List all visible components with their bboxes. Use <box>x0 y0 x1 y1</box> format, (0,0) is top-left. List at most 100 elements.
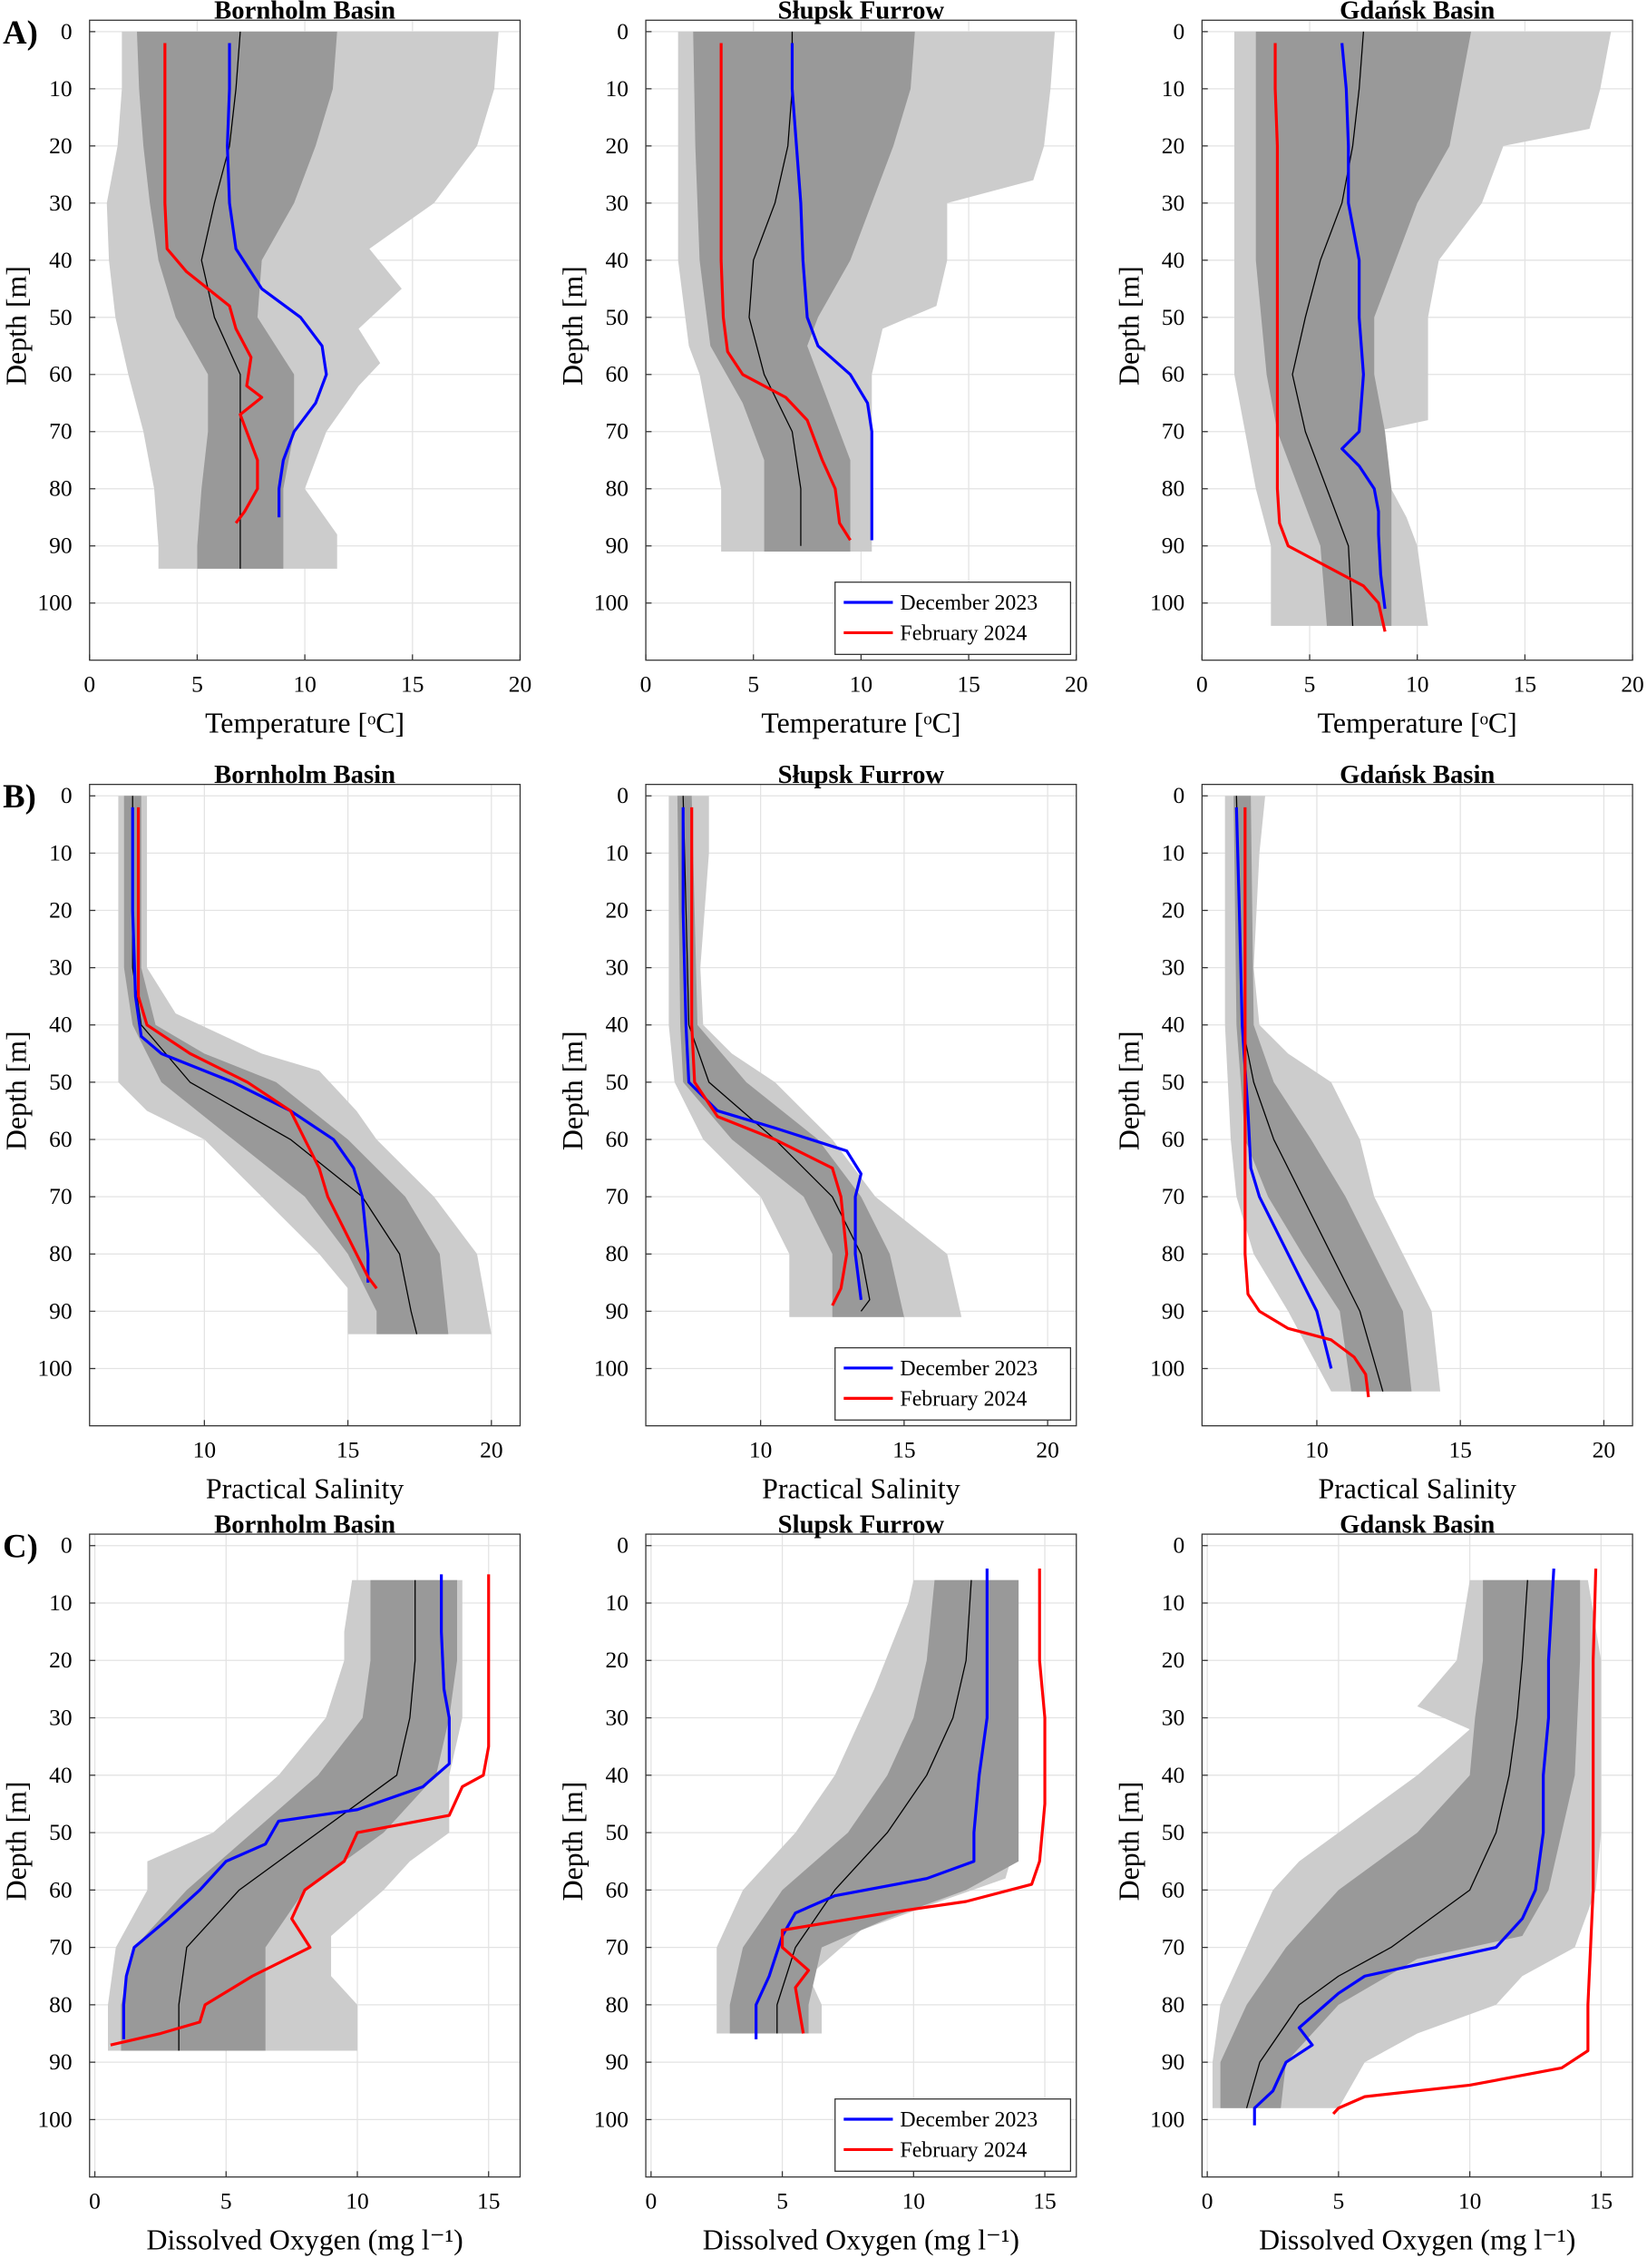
y-tick-label: 40 <box>605 1762 628 1788</box>
x-tick-label: 10 <box>193 1437 216 1463</box>
legend-label: February 2024 <box>900 2138 1027 2162</box>
axes-box <box>1201 1533 1633 2178</box>
y-tick-label: 20 <box>605 1647 628 1673</box>
panel: 0 5 10 15 20 0 10 20 30 40 50 60 70 80 90 100 Słupsk Fur… <box>557 0 1088 738</box>
y-tick-label: 20 <box>49 896 72 923</box>
y-tick-label: 40 <box>1162 1012 1184 1038</box>
x-tick-label: 15 <box>1590 2188 1613 2214</box>
y-tick-label: 100 <box>594 1354 629 1381</box>
axes-box <box>645 19 1077 661</box>
y-tick-label: 80 <box>605 1991 628 2018</box>
plot-content <box>1202 784 1633 1426</box>
legend-label: December 2023 <box>900 2108 1038 2132</box>
x-tick-label: 20 <box>509 671 531 698</box>
panel: 10 15 20 0 10 20 30 40 50 60 70 80 90 100 Bornholm Bas… <box>1 760 521 1504</box>
y-tick-label: 40 <box>605 247 628 273</box>
x-axis-label: Temperature [ᵒC] <box>761 707 960 738</box>
x-tick-label: 10 <box>1406 671 1428 698</box>
x-tick-label: 0 <box>1202 2188 1213 2214</box>
panel-title: Bornholm Basin <box>214 0 395 25</box>
y-tick-label: 90 <box>49 533 72 559</box>
y-tick-label: 80 <box>1162 1240 1184 1266</box>
y-tick-label: 50 <box>1162 1819 1184 1845</box>
y-tick-label: 40 <box>1162 247 1184 273</box>
profile-line <box>755 1569 989 2039</box>
plot-content <box>646 20 1077 660</box>
range-band <box>677 796 904 1317</box>
y-tick-label: 70 <box>605 1183 628 1209</box>
x-tick-label: 15 <box>957 671 979 698</box>
plot-content <box>1202 1534 1633 2177</box>
y-tick-label: 80 <box>49 1240 72 1266</box>
y-tick-label: 30 <box>1162 190 1184 216</box>
x-tick-label: 15 <box>336 1437 359 1463</box>
x-axis-label: Dissolved Oxygen (mg l⁻¹) <box>703 2224 1019 2255</box>
range-band <box>123 796 449 1334</box>
y-tick-label: 80 <box>49 475 72 502</box>
x-axis-label: Dissolved Oxygen (mg l⁻¹) <box>1259 2224 1575 2255</box>
x-tick-label: 5 <box>191 671 203 698</box>
plot-content <box>1202 20 1633 660</box>
x-tick-label: 15 <box>477 2188 500 2214</box>
x-axis-label: Practical Salinity <box>1318 1472 1516 1504</box>
x-axis-label: Temperature [ᵒC] <box>1318 707 1517 738</box>
y-tick-label: 0 <box>1174 18 1185 44</box>
panel-label: A) <box>3 14 38 51</box>
y-tick-label: 70 <box>49 418 72 445</box>
y-tick-label: 10 <box>605 1589 628 1616</box>
profile-line <box>748 31 802 546</box>
x-axis-label: Practical Salinity <box>206 1472 404 1504</box>
profile-line <box>226 43 328 518</box>
profile-line <box>131 807 370 1283</box>
y-tick-label: 100 <box>594 590 629 616</box>
profile-line <box>1331 1568 1598 2116</box>
y-tick-label: 20 <box>1162 1647 1184 1673</box>
y-tick-label: 10 <box>49 75 72 102</box>
panel: 10 15 20 0 10 20 30 40 50 60 70 80 90 100 Słupsk Furro… <box>557 760 1077 1504</box>
y-tick-label: 70 <box>605 418 628 445</box>
y-tick-label: 40 <box>49 1762 72 1788</box>
y-tick-label: 60 <box>605 1126 628 1152</box>
y-tick-label: 0 <box>617 18 629 44</box>
y-tick-label: 10 <box>1162 1589 1184 1616</box>
plot-content <box>646 784 1077 1426</box>
y-tick-label: 50 <box>49 1069 72 1095</box>
profile-line <box>1243 807 1370 1398</box>
y-tick-label: 80 <box>1162 1991 1184 2018</box>
y-tick-label: 0 <box>1174 1532 1185 1559</box>
panel: 0 5 10 15 20 0 10 20 30 40 50 60 70 80 90 100 Gdańsk Bas… <box>1113 0 1644 738</box>
x-axis-label: Practical Salinity <box>762 1472 960 1504</box>
panel-title: Słupsk Furrow <box>778 760 945 789</box>
legend-label: February 2024 <box>900 621 1027 645</box>
profile-line <box>1340 43 1387 610</box>
y-tick-label: 60 <box>1162 1876 1184 1902</box>
y-tick-label: 80 <box>1162 475 1184 502</box>
plot-content <box>89 1534 521 2177</box>
y-tick-label: 90 <box>605 1297 628 1324</box>
x-tick-label: 15 <box>1448 1437 1471 1463</box>
y-tick-label: 0 <box>61 782 73 808</box>
y-tick-label: 50 <box>49 1819 72 1845</box>
y-tick-label: 90 <box>1162 1297 1184 1324</box>
y-tick-label: 20 <box>49 1647 72 1673</box>
profile-line <box>1291 31 1365 626</box>
x-tick-label: 15 <box>892 1437 915 1463</box>
y-tick-label: 90 <box>1162 2048 1184 2075</box>
y-tick-label: 30 <box>1162 1705 1184 1731</box>
y-tick-label: 10 <box>49 1589 72 1616</box>
y-tick-label: 90 <box>49 2048 72 2075</box>
legend-box <box>834 582 1072 655</box>
profile-line <box>790 43 873 541</box>
y-tick-label: 60 <box>49 361 72 387</box>
y-tick-label: 20 <box>49 132 72 159</box>
profile-line <box>122 1574 451 2039</box>
profile-line <box>719 43 852 542</box>
x-tick-label: 20 <box>1621 671 1643 698</box>
x-tick-label: 10 <box>1305 1437 1328 1463</box>
y-tick-label: 90 <box>1162 533 1184 559</box>
y-tick-label: 100 <box>1150 1354 1184 1381</box>
panel: 0 5 10 15 0 10 20 30 40 50 60 70 80 90 100 Gdansk Basin… <box>1113 1510 1633 2255</box>
y-tick-label: 70 <box>1162 1934 1184 1960</box>
y-tick-label: 20 <box>1162 132 1184 159</box>
